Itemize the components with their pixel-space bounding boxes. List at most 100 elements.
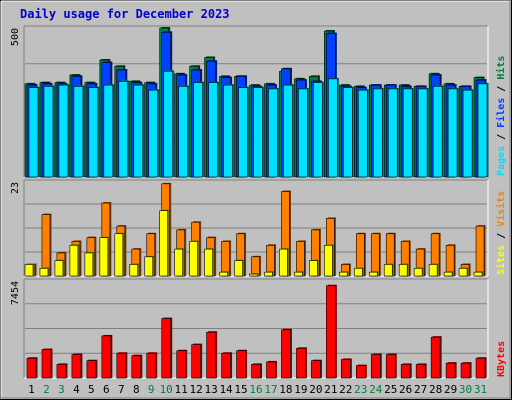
x-tick-day-27: 27 xyxy=(414,383,427,396)
x-tick-day-20: 20 xyxy=(309,383,322,396)
x-tick-day-17: 17 xyxy=(264,383,277,396)
panel-hits-legend: Pages / Files / Hits xyxy=(495,56,507,176)
bar-pages-day-18 xyxy=(283,84,294,178)
x-axis-ticks: 1 2 3 4 5 6 7 8 9 10 11 12 13 14 15 16 17 18 19 20 21 22 23 24 2… xyxy=(28,383,487,396)
bar-pages-day-4 xyxy=(73,85,85,178)
bar-sites-day-21 xyxy=(324,244,334,277)
x-tick-day-25: 25 xyxy=(384,383,397,396)
bar-kbytes-day-25 xyxy=(385,353,397,379)
bar-visits-day-31 xyxy=(475,225,486,277)
x-tick-day-1: 1 xyxy=(28,383,35,396)
x-tick-day-18: 18 xyxy=(279,383,292,396)
bar-sites-day-29 xyxy=(443,271,454,277)
x-tick-day-22: 22 xyxy=(339,383,352,396)
bar-sites-day-7 xyxy=(114,232,125,277)
bar-visits-day-24 xyxy=(370,232,381,277)
bar-visits-day-2 xyxy=(41,213,52,277)
bar-pages-day-21 xyxy=(328,77,339,178)
bar-kbytes-day-8 xyxy=(131,354,143,379)
bar-kbytes-day-18 xyxy=(281,328,292,379)
bar-sites-day-10 xyxy=(159,209,170,277)
bar-kbytes-day-4 xyxy=(71,353,83,379)
bar-pages-day-8 xyxy=(133,84,145,178)
x-tick-day-7: 7 xyxy=(118,383,125,396)
x-tick-day-5: 5 xyxy=(88,383,95,396)
bar-pages-day-28 xyxy=(432,85,444,178)
bar-kbytes-day-9 xyxy=(146,352,158,379)
bar-sites-day-12 xyxy=(189,240,200,277)
bar-sites-day-30 xyxy=(458,267,469,277)
x-tick-day-6: 6 xyxy=(103,383,110,396)
bar-kbytes-day-30 xyxy=(460,362,472,379)
bar-sites-day-6 xyxy=(99,236,110,277)
legend-visits: Visits xyxy=(495,191,507,227)
bar-pages-day-19 xyxy=(298,87,309,178)
x-tick-day-9: 9 xyxy=(148,383,155,396)
bar-visits-day-16 xyxy=(251,255,262,277)
bar-sites-day-17 xyxy=(264,271,274,277)
bar-kbytes-day-29 xyxy=(445,362,457,379)
x-tick-day-3: 3 xyxy=(58,383,65,396)
x-tick-day-28: 28 xyxy=(429,383,442,396)
bar-kbytes-day-26 xyxy=(400,363,412,379)
bar-pages-day-1 xyxy=(28,86,40,178)
bar-pages-day-3 xyxy=(58,84,70,178)
x-tick-day-19: 19 xyxy=(294,383,307,396)
bar-kbytes-day-31 xyxy=(475,357,487,379)
bar-pages-day-10 xyxy=(163,70,175,178)
bar-sites-day-11 xyxy=(174,248,185,277)
x-tick-day-4: 4 xyxy=(73,383,80,396)
bar-kbytes-day-3 xyxy=(56,363,68,379)
bar-kbytes-day-2 xyxy=(41,348,53,379)
panel-visits: 23 Sites / Visits xyxy=(10,179,507,277)
bar-sites-day-31 xyxy=(473,271,484,277)
legend-files: Files xyxy=(495,98,507,128)
bar-sites-day-19 xyxy=(294,271,304,277)
bar-kbytes-day-24 xyxy=(370,353,382,379)
bar-sites-day-8 xyxy=(129,263,140,277)
chart-panels: 500 Pages / Files / Hits 23 Sites / Visits 7… xyxy=(10,25,507,379)
bar-sites-day-23 xyxy=(353,267,364,277)
x-tick-day-31: 31 xyxy=(474,383,487,396)
x-tick-day-14: 14 xyxy=(219,383,233,396)
bar-kbytes-day-5 xyxy=(86,359,98,379)
bar-kbytes-day-14 xyxy=(221,352,233,379)
bar-pages-day-23 xyxy=(357,89,369,178)
bar-pages-day-15 xyxy=(238,86,250,178)
bar-sites-day-15 xyxy=(234,259,245,277)
x-tick-day-10: 10 xyxy=(160,383,173,396)
bar-pages-day-24 xyxy=(372,87,384,178)
bar-kbytes-day-15 xyxy=(236,349,248,379)
bar-kbytes-day-22 xyxy=(341,358,352,379)
bar-kbytes-day-7 xyxy=(116,352,128,379)
bar-sites-day-25 xyxy=(383,263,394,277)
bar-sites-day-3 xyxy=(54,259,65,277)
bar-sites-day-20 xyxy=(309,259,319,277)
bar-pages-day-6 xyxy=(103,84,115,178)
x-tick-day-16: 16 xyxy=(249,383,262,396)
bar-kbytes-day-1 xyxy=(26,357,38,379)
legend-sites: Sites xyxy=(495,245,507,275)
bar-kbytes-day-6 xyxy=(101,334,113,379)
x-tick-day-8: 8 xyxy=(133,383,140,396)
bar-kbytes-day-10 xyxy=(161,317,173,379)
bar-sites-day-27 xyxy=(413,267,424,277)
bar-sites-day-24 xyxy=(368,271,379,277)
panel-visits-legend: Sites / Visits xyxy=(495,191,507,275)
x-tick-day-12: 12 xyxy=(190,383,203,396)
bar-kbytes-day-19 xyxy=(296,347,307,379)
x-tick-day-24: 24 xyxy=(369,383,383,396)
bar-kbytes-day-23 xyxy=(355,364,367,379)
bar-kbytes-day-11 xyxy=(176,349,188,379)
bar-pages-day-26 xyxy=(402,87,414,178)
bar-kbytes-day-28 xyxy=(430,336,442,379)
x-tick-day-2: 2 xyxy=(43,383,50,396)
x-tick-day-21: 21 xyxy=(324,383,337,396)
bar-pages-day-20 xyxy=(313,81,324,178)
x-tick-day-11: 11 xyxy=(175,383,188,396)
bar-pages-day-30 xyxy=(462,89,474,178)
bar-visits-day-19 xyxy=(296,240,306,277)
bar-kbytes-day-12 xyxy=(191,343,203,379)
x-tick-day-29: 29 xyxy=(444,383,457,396)
bar-pages-day-11 xyxy=(178,85,190,178)
